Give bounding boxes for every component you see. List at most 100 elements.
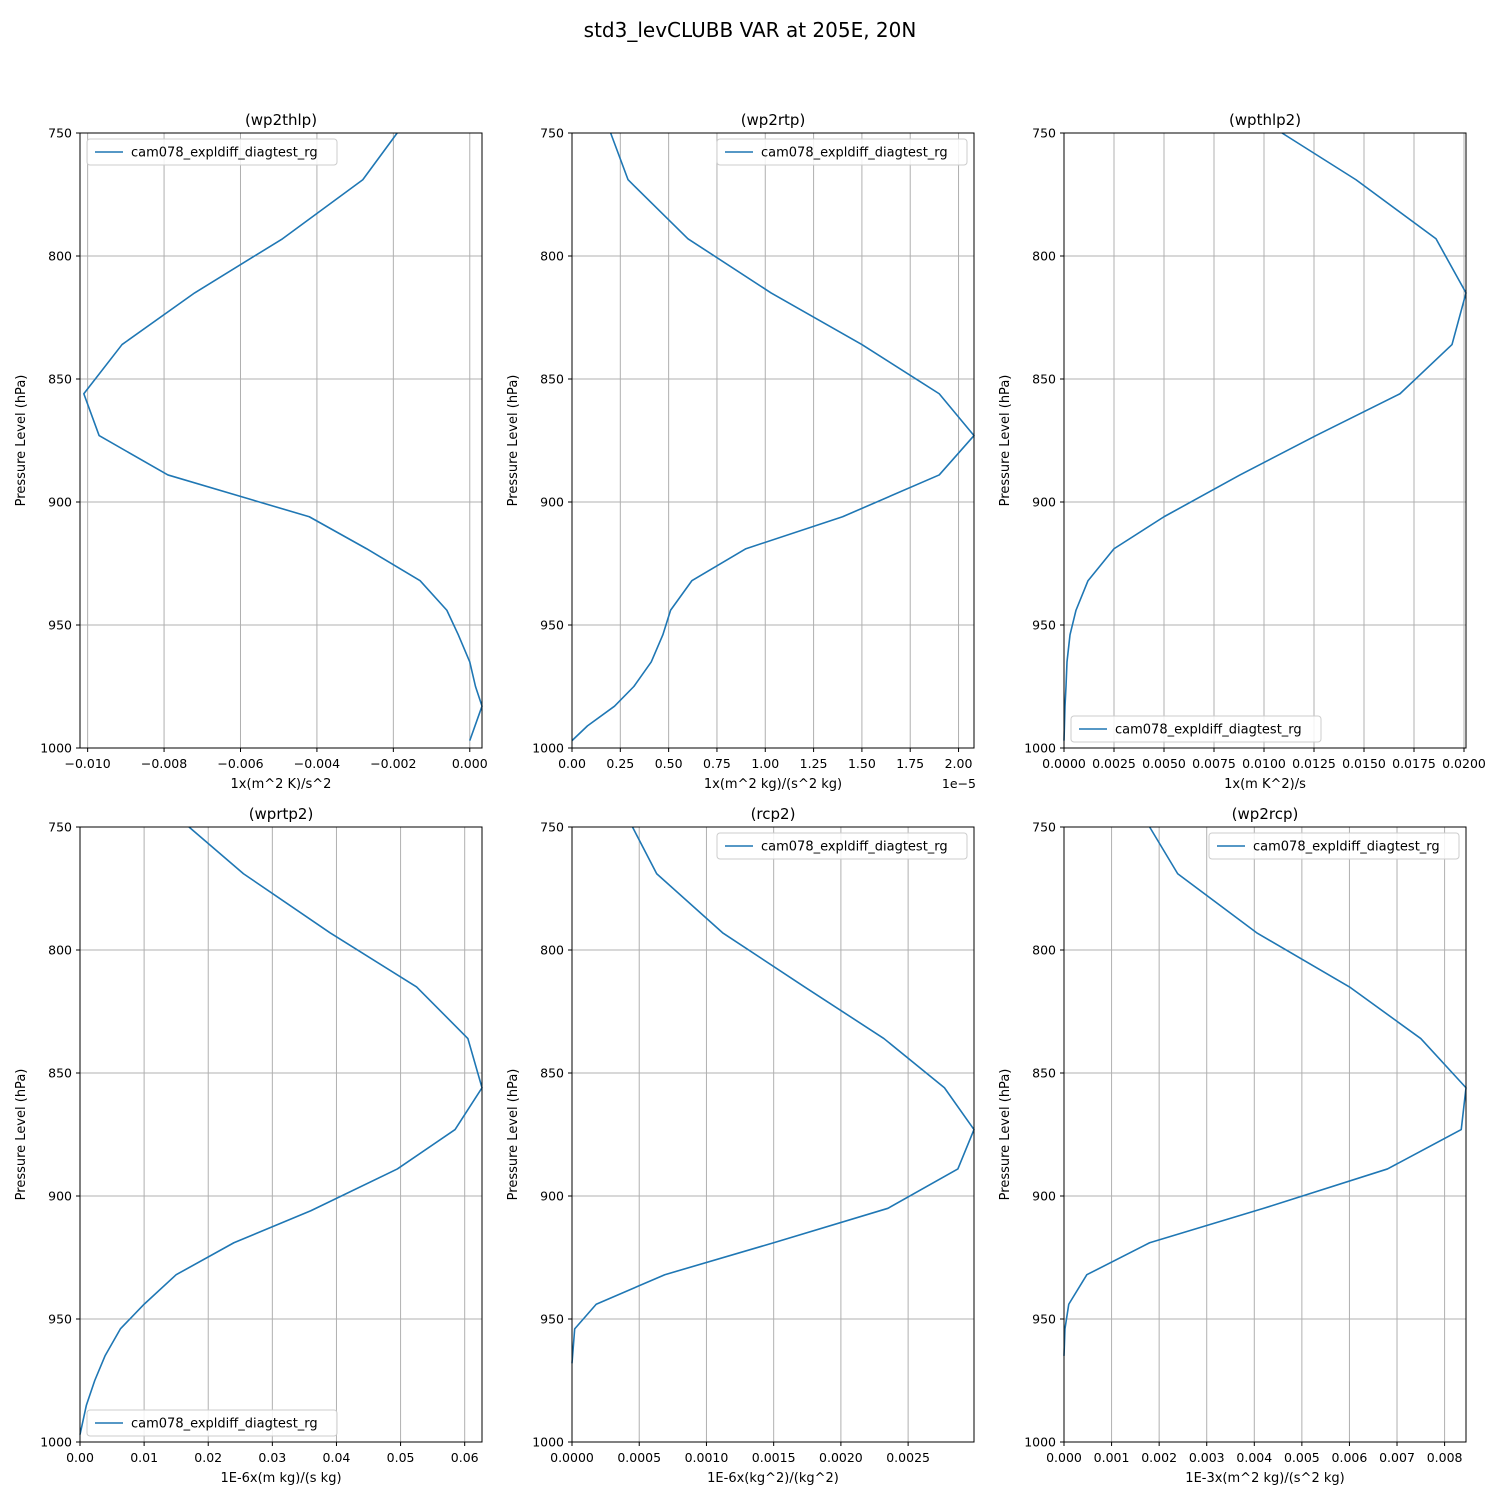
panels: (wp2thlp) −0.010 −0.008 −0.006 −0.004 −0.002 0… <box>14 111 1486 1486</box>
x-tick-label: −0.008 <box>141 756 187 771</box>
series-line <box>571 826 975 1364</box>
chart-panel-5: (rcp2) 0.0000 0.0005 0.0010 0.0015 0.0020 0.00… <box>506 805 975 1486</box>
legend-box <box>1208 832 1460 860</box>
y-tick-label: 850 <box>540 372 564 387</box>
series-line <box>79 826 483 1435</box>
x-tick-label: 0.005 <box>1284 1450 1320 1465</box>
y-tick-label: 1000 <box>40 741 72 756</box>
y-tick-label: 800 <box>48 249 72 264</box>
x-tick-label: 0.50 <box>655 756 683 771</box>
x-tick-label: −0.006 <box>217 756 263 771</box>
x-tick-label: 2.00 <box>945 756 973 771</box>
legend-label: cam078_expldiff_diagtest_rg <box>761 840 948 855</box>
legend-label: cam078_expldiff_diagtest_rg <box>1253 840 1440 855</box>
y-axis-label: Pressure Level (hPa) <box>998 1069 1013 1201</box>
y-tick-label: 850 <box>1032 1066 1056 1081</box>
x-tick-label: 0.0000 <box>1042 756 1086 771</box>
x-tick-label: 1.75 <box>896 756 924 771</box>
x-tick-label: 0.0150 <box>1342 756 1386 771</box>
y-axis-label: Pressure Level (hPa) <box>506 375 521 507</box>
x-tick-label: 0.25 <box>606 756 634 771</box>
x-tick-label: 1.00 <box>751 756 779 771</box>
x-tick-label: 0.02 <box>194 1450 222 1465</box>
x-tick-label: 0.0075 <box>1192 756 1236 771</box>
y-tick-label: 750 <box>540 820 564 835</box>
x-tick-label: 0.0020 <box>819 1450 863 1465</box>
y-axis-label: Pressure Level (hPa) <box>14 375 29 507</box>
x-tick-label: 0.008 <box>1427 1450 1463 1465</box>
legend: cam078_expldiff_diagtest_rg <box>86 138 338 166</box>
x-tick-label: 0.0100 <box>1242 756 1286 771</box>
x-tick-label: 0.00 <box>66 1450 94 1465</box>
x-tick-label: 0.006 <box>1332 1450 1368 1465</box>
y-tick-label: 750 <box>540 126 564 141</box>
x-tick-label: 0.0010 <box>685 1450 729 1465</box>
plot-frame <box>79 826 483 1443</box>
x-axis-label: 1E-6x(m kg)/(s kg) <box>220 1471 341 1486</box>
legend-box <box>716 138 968 166</box>
y-tick-label: 850 <box>540 1066 564 1081</box>
legend-label: cam078_expldiff_diagtest_rg <box>131 146 318 161</box>
x-tick-label: 0.01 <box>130 1450 158 1465</box>
x-tick-label: 0.007 <box>1379 1450 1415 1465</box>
legend: cam078_expldiff_diagtest_rg <box>86 1409 338 1437</box>
x-tick-label: 0.0050 <box>1142 756 1186 771</box>
x-tick-label: 0.0200 <box>1442 756 1486 771</box>
y-tick-label: 1000 <box>40 1435 72 1450</box>
y-tick-label: 950 <box>48 618 72 633</box>
series-line <box>571 132 975 742</box>
x-tick-label: 0.00 <box>558 756 586 771</box>
legend: cam078_expldiff_diagtest_rg <box>716 138 968 166</box>
y-tick-label: 750 <box>1032 126 1056 141</box>
x-tick-label: −0.004 <box>294 756 340 771</box>
y-tick-label: 950 <box>1032 1312 1056 1327</box>
legend-box <box>86 138 338 166</box>
x-tick-label: 0.0025 <box>1092 756 1136 771</box>
x-axis-label: 1x(m^2 kg)/(s^2 kg) <box>704 777 842 792</box>
x-tick-label: 0.06 <box>451 1450 479 1465</box>
x-tick-label: 0.0125 <box>1292 756 1336 771</box>
y-tick-label: 1000 <box>532 1435 564 1450</box>
y-tick-label: 900 <box>1032 495 1056 510</box>
y-tick-label: 850 <box>1032 372 1056 387</box>
y-tick-label: 800 <box>48 943 72 958</box>
x-axis-label: 1E-6x(kg^2)/(kg^2) <box>707 1471 839 1486</box>
y-tick-label: 900 <box>48 495 72 510</box>
plot-frame <box>571 826 975 1443</box>
y-tick-label: 750 <box>1032 820 1056 835</box>
x-tick-label: 0.03 <box>258 1450 286 1465</box>
x-tick-label: 0.000 <box>452 756 488 771</box>
plot-frame <box>571 132 975 749</box>
y-tick-label: 1000 <box>1024 741 1056 756</box>
legend-box <box>86 1409 338 1437</box>
legend: cam078_expldiff_diagtest_rg <box>1070 715 1322 743</box>
panel-title: (rcp2) <box>751 805 796 823</box>
y-tick-label: 1000 <box>532 741 564 756</box>
y-axis-label: Pressure Level (hPa) <box>998 375 1013 507</box>
x-axis-label: 1x(m K^2)/s <box>1224 777 1306 792</box>
x-tick-label: 0.75 <box>703 756 731 771</box>
series-line <box>83 132 483 741</box>
series-line <box>1063 826 1467 1356</box>
y-tick-label: 950 <box>540 618 564 633</box>
x-tick-label: 0.04 <box>323 1450 351 1465</box>
legend-label: cam078_expldiff_diagtest_rg <box>1115 723 1302 738</box>
series-line <box>1063 132 1467 741</box>
x-tick-label: 0.0175 <box>1392 756 1436 771</box>
panel-title: (wprtp2) <box>249 805 314 823</box>
legend: cam078_expldiff_diagtest_rg <box>716 832 968 860</box>
x-tick-label: 0.002 <box>1141 1450 1177 1465</box>
y-tick-label: 800 <box>540 249 564 264</box>
chart-panel-6: (wp2rcp) 0.000 0.001 0.002 0.003 0.004 0.005 0.… <box>998 805 1467 1486</box>
y-tick-label: 900 <box>540 1189 564 1204</box>
y-tick-label: 800 <box>1032 943 1056 958</box>
legend: cam078_expldiff_diagtest_rg <box>1208 832 1460 860</box>
panel-title: (wpthlp2) <box>1229 111 1301 129</box>
y-axis-label: Pressure Level (hPa) <box>506 1069 521 1201</box>
legend-label: cam078_expldiff_diagtest_rg <box>761 146 948 161</box>
x-scale-offset: 1e−5 <box>942 776 976 791</box>
y-tick-label: 850 <box>48 372 72 387</box>
x-tick-label: 0.000 <box>1046 1450 1082 1465</box>
y-tick-label: 800 <box>540 943 564 958</box>
